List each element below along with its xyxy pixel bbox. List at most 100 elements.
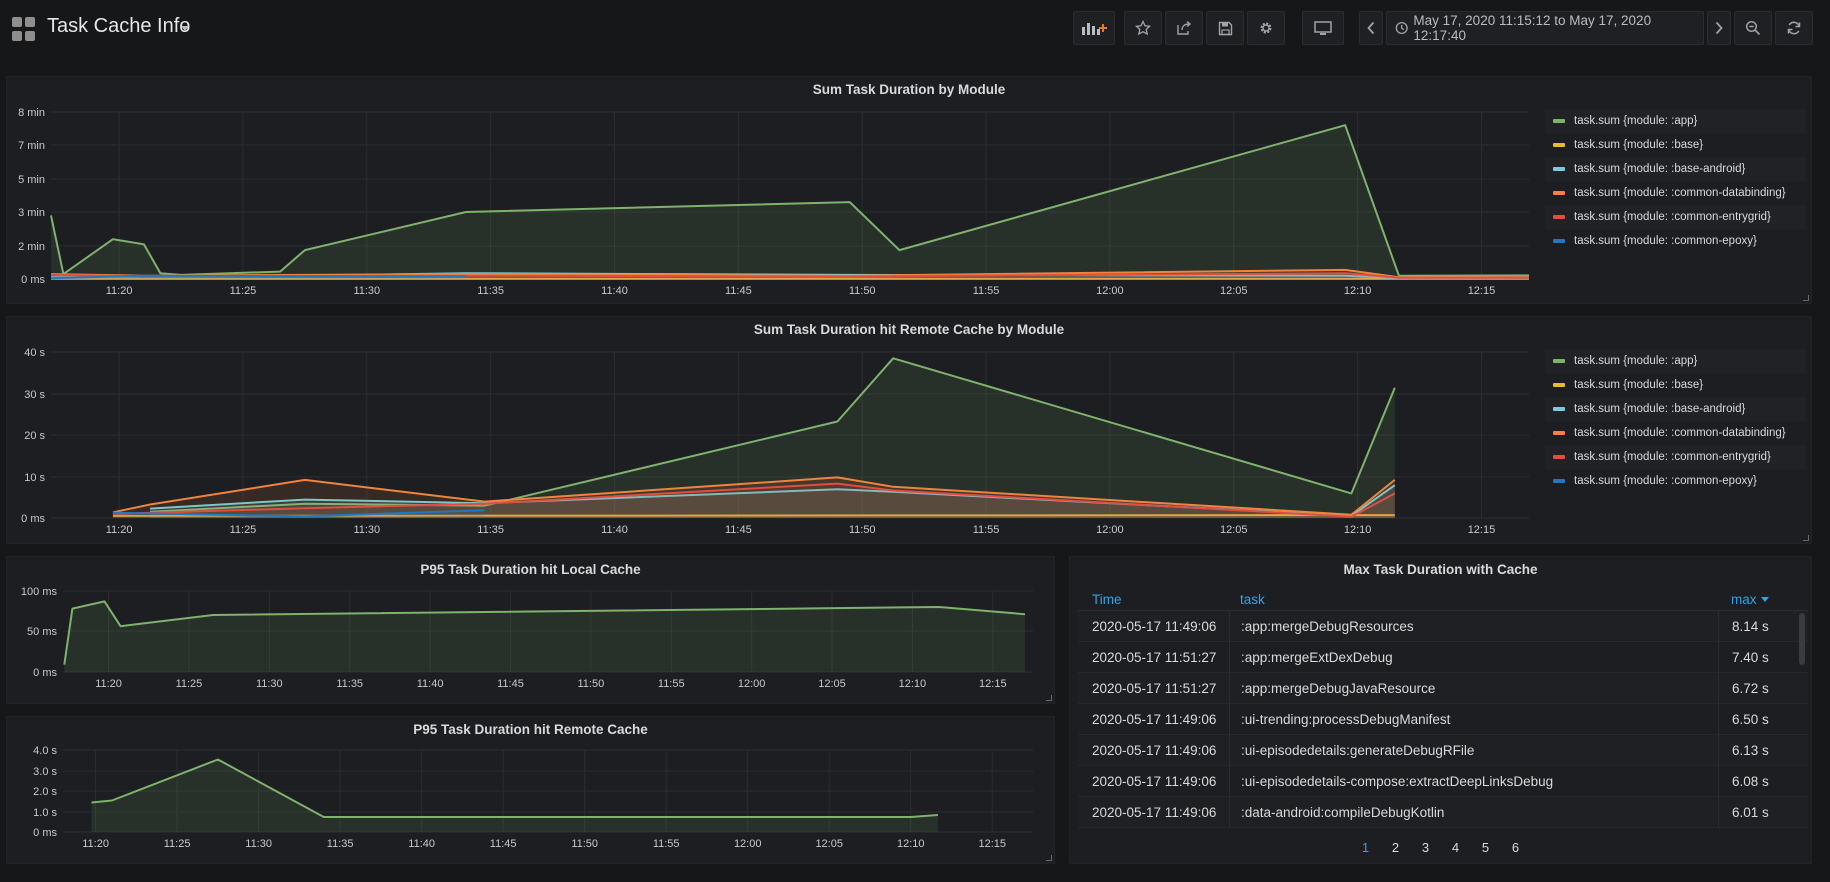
dashboards-grid-icon[interactable] bbox=[12, 17, 36, 41]
page-link[interactable]: 4 bbox=[1451, 840, 1460, 855]
series-line[interactable] bbox=[150, 357, 1396, 513]
page-link[interactable]: 1 bbox=[1361, 840, 1370, 855]
settings-button[interactable] bbox=[1247, 11, 1285, 45]
y-tick-label: 50 ms bbox=[27, 626, 57, 638]
x-tick-label: 11:55 bbox=[658, 678, 685, 690]
table-pagination: 1 2 3 4 5 6 bbox=[1070, 840, 1811, 855]
series-area bbox=[112, 477, 1395, 518]
series-line[interactable] bbox=[91, 758, 938, 818]
x-tick-label: 11:55 bbox=[973, 285, 1000, 297]
cycle-view-mode-button[interactable] bbox=[1302, 11, 1344, 45]
share-button[interactable] bbox=[1165, 11, 1203, 45]
legend-item[interactable]: task.sum {module: :base-android} bbox=[1545, 157, 1806, 181]
chevron-down-icon[interactable] bbox=[181, 26, 189, 31]
x-tick-label: 11:35 bbox=[336, 678, 363, 690]
table-row[interactable]: 2020-05-17 11:49:06:data-android:compile… bbox=[1078, 797, 1808, 828]
x-tick-label: 12:05 bbox=[1220, 524, 1248, 536]
refresh-button[interactable] bbox=[1775, 11, 1813, 45]
x-tick-label: 11:25 bbox=[164, 838, 191, 850]
page-link[interactable]: 6 bbox=[1511, 840, 1520, 855]
legend-item[interactable]: task.sum {module: :base-android} bbox=[1545, 397, 1806, 421]
cell-time: 2020-05-17 11:51:27 bbox=[1092, 680, 1217, 696]
column-header-time[interactable]: Time bbox=[1092, 591, 1122, 607]
legend-item[interactable]: task.sum {module: :common-epoxy} bbox=[1545, 229, 1806, 253]
page-link[interactable]: 3 bbox=[1421, 840, 1430, 855]
cell-task: :app:mergeDebugJavaResource bbox=[1229, 673, 1718, 703]
table-row[interactable]: 2020-05-17 11:49:06:ui-trending:processD… bbox=[1078, 704, 1808, 735]
resize-handle[interactable] bbox=[1046, 695, 1052, 701]
page-link[interactable]: 2 bbox=[1391, 840, 1400, 855]
series-line[interactable] bbox=[112, 509, 485, 518]
panel-title[interactable]: Sum Task Duration hit Remote Cache by Mo… bbox=[753, 322, 1065, 337]
column-header-task[interactable]: task bbox=[1240, 591, 1265, 607]
legend-swatch bbox=[1553, 239, 1565, 243]
p95-remote-chart[interactable]: 4.0 s 3.0 s 2.0 s 1.0 s 0 ms 11:20 11:25 11:30 1… bbox=[7, 717, 1056, 865]
series-line[interactable] bbox=[50, 274, 466, 280]
legend-item[interactable]: task.sum {module: :app} bbox=[1545, 109, 1806, 133]
zoom-out-button[interactable] bbox=[1734, 11, 1772, 45]
legend-label: task.sum {module: :base} bbox=[1574, 139, 1704, 151]
table-row[interactable]: 2020-05-17 11:49:06:ui-episodedetails-co… bbox=[1078, 766, 1808, 797]
resize-handle[interactable] bbox=[1046, 855, 1052, 861]
add-panel-button[interactable] bbox=[1073, 11, 1115, 45]
series-line[interactable] bbox=[112, 482, 1396, 518]
column-header-max-label: max bbox=[1731, 591, 1757, 607]
table-row[interactable]: 2020-05-17 11:51:27 :app:mergeDebugJavaRe… bbox=[1078, 673, 1808, 704]
y-tick-label: 100 ms bbox=[21, 586, 58, 598]
table-scrollbar[interactable] bbox=[1799, 613, 1805, 665]
legend-label: task.sum {module: :app} bbox=[1574, 355, 1698, 367]
time-shift-back-button[interactable] bbox=[1359, 11, 1383, 45]
x-tick-label: 11:25 bbox=[230, 285, 257, 297]
legend-item[interactable]: task.sum {module: :base} bbox=[1545, 373, 1806, 397]
legend-swatch bbox=[1553, 191, 1565, 195]
x-tick-label: 12:00 bbox=[1096, 285, 1124, 297]
cell-time: 2020-05-17 11:49:06 bbox=[1092, 618, 1217, 634]
sum-duration-chart[interactable]: 8 min 7 min 5 min 3 min 2 min 0 ms 11:20 11:25 1… bbox=[7, 77, 1529, 305]
p95-local-chart[interactable]: 100 ms 50 ms 0 ms 11:20 11:25 11:30 11:35 11:40… bbox=[7, 557, 1056, 705]
panel-title[interactable]: P95 Task Duration hit Local Cache bbox=[420, 562, 641, 577]
legend-item[interactable]: task.sum {module: :common-databinding} bbox=[1545, 181, 1806, 205]
x-tick-label: 11:40 bbox=[417, 678, 444, 690]
time-shift-forward-button[interactable] bbox=[1707, 11, 1731, 45]
cell-time: 2020-05-17 11:49:06 bbox=[1092, 742, 1217, 758]
legend-item[interactable]: task.sum {module: :base} bbox=[1545, 133, 1806, 157]
star-button[interactable] bbox=[1124, 11, 1162, 45]
clock-icon bbox=[1395, 21, 1408, 35]
series-line[interactable] bbox=[112, 476, 1396, 516]
x-tick-label: 11:40 bbox=[601, 285, 628, 297]
legend-item[interactable]: task.sum {module: :app} bbox=[1545, 349, 1806, 373]
panel-p95-remote-cache: P95 Task Duration hit Remote Cache 4.0 s… bbox=[6, 716, 1055, 864]
table-row[interactable]: 2020-05-17 11:51:27:app:mergeExtDexDebug… bbox=[1078, 642, 1808, 673]
x-tick-label: 11:45 bbox=[725, 285, 752, 297]
x-tick-label: 12:05 bbox=[818, 678, 846, 690]
series-line[interactable] bbox=[63, 600, 1026, 665]
page-link[interactable]: 5 bbox=[1481, 840, 1490, 855]
chart-legend: task.sum {module: :app} task.sum {module:… bbox=[1545, 349, 1806, 493]
resize-handle[interactable] bbox=[1803, 295, 1809, 301]
x-tick-label: 11:20 bbox=[106, 285, 133, 297]
table-row[interactable]: 2020-05-17 11:49:06:ui-episodedetails:ge… bbox=[1078, 735, 1808, 766]
y-tick-label: 0 ms bbox=[21, 513, 45, 525]
dashboard-title[interactable]: Task Cache Info bbox=[47, 15, 191, 37]
legend-swatch bbox=[1553, 479, 1565, 483]
remote-sum-chart[interactable]: 40 s 30 s 20 s 10 s 0 ms 11:20 11:25 11:30 11:35… bbox=[7, 317, 1529, 545]
sort-desc-icon bbox=[1760, 596, 1769, 602]
panel-title[interactable]: P95 Task Duration hit Remote Cache bbox=[413, 722, 648, 737]
table-row[interactable]: 2020-05-17 11:49:06 :app:mergeDebugResour… bbox=[1078, 611, 1808, 642]
x-tick-label: 11:30 bbox=[353, 285, 380, 297]
panel-title[interactable]: Sum Task Duration by Module bbox=[812, 82, 1006, 97]
y-tick-label: 8 min bbox=[18, 107, 45, 119]
column-header-max[interactable]: max bbox=[1718, 588, 1808, 610]
panel-title[interactable]: Max Task Duration with Cache bbox=[1343, 562, 1538, 577]
legend-item[interactable]: task.sum {module: :common-epoxy} bbox=[1545, 469, 1806, 493]
resize-handle[interactable] bbox=[1803, 535, 1809, 541]
time-range-picker[interactable]: May 17, 2020 11:15:12 to May 17, 2020 12… bbox=[1386, 11, 1704, 45]
series-line[interactable] bbox=[50, 124, 1529, 277]
legend-item[interactable]: task.sum {module: :common-entrygrid} bbox=[1545, 205, 1806, 229]
legend-item[interactable]: task.sum {module: :common-entrygrid} bbox=[1545, 445, 1806, 469]
x-tick-label: 11:40 bbox=[408, 838, 435, 850]
x-tick-label: 12:10 bbox=[897, 838, 925, 850]
legend-item[interactable]: task.sum {module: :common-databinding} bbox=[1545, 421, 1806, 445]
save-button[interactable] bbox=[1206, 11, 1244, 45]
cell-task: :app:mergeDebugResources bbox=[1229, 611, 1718, 641]
